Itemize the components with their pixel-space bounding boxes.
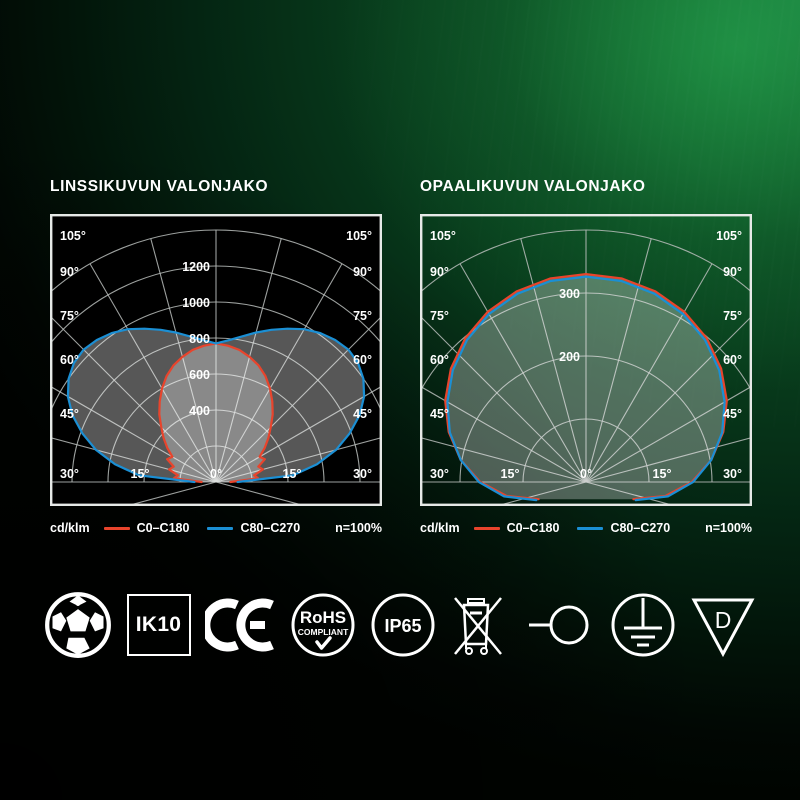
svg-text:45°: 45° bbox=[353, 407, 372, 421]
chart2-polar-plot: 200 300 105° 105° 90° 90° 75° 75° 60° 60° 45° 45° 30… bbox=[420, 214, 752, 506]
ik10-icon: IK10 bbox=[126, 590, 191, 660]
svg-text:90°: 90° bbox=[430, 265, 449, 279]
svg-text:15°: 15° bbox=[501, 467, 520, 481]
svg-text:105°: 105° bbox=[716, 229, 742, 243]
legend-label-c80-c270: C80–C270 bbox=[240, 521, 301, 535]
svg-text:60°: 60° bbox=[430, 353, 449, 367]
svg-text:IP65: IP65 bbox=[384, 616, 421, 636]
svg-text:45°: 45° bbox=[430, 407, 449, 421]
through-wiring-icon bbox=[525, 590, 595, 660]
svg-text:30°: 30° bbox=[353, 467, 372, 481]
svg-text:45°: 45° bbox=[723, 407, 742, 421]
svg-text:COMPLIANT: COMPLIANT bbox=[297, 627, 348, 637]
rohs-compliant-icon: RoHS COMPLIANT bbox=[290, 590, 356, 660]
d-mark-icon: D bbox=[690, 590, 756, 660]
svg-text:60°: 60° bbox=[60, 353, 79, 367]
svg-text:105°: 105° bbox=[60, 229, 86, 243]
chart1-svg: 400 600 800 1000 1200 105° 105° 90° 90° 75° 75° 60°… bbox=[50, 214, 382, 506]
svg-text:1200: 1200 bbox=[182, 260, 210, 274]
legend-unit: cd/klm bbox=[50, 521, 90, 535]
legend-label-c0-c180: C0–C180 bbox=[506, 521, 560, 535]
svg-text:400: 400 bbox=[189, 404, 210, 418]
ip65-icon: IP65 bbox=[370, 590, 436, 660]
svg-text:15°: 15° bbox=[653, 467, 672, 481]
svg-text:105°: 105° bbox=[430, 229, 456, 243]
svg-text:75°: 75° bbox=[60, 309, 79, 323]
svg-text:60°: 60° bbox=[723, 353, 742, 367]
svg-text:105°: 105° bbox=[346, 229, 372, 243]
legend-normalization: n=100% bbox=[705, 521, 752, 535]
legend-label-c80-c270: C80–C270 bbox=[610, 521, 671, 535]
svg-text:0°: 0° bbox=[580, 467, 592, 481]
legend-item-c80-c270: C80–C270 bbox=[207, 521, 300, 535]
legend-item-c80-c270: C80–C270 bbox=[577, 521, 670, 535]
legend-normalization: n=100% bbox=[335, 521, 382, 535]
svg-text:30°: 30° bbox=[430, 467, 449, 481]
legend-item-c0-c180: C0–C180 bbox=[103, 521, 190, 535]
chart1-polar-plot: 400 600 800 1000 1200 105° 105° 90° 90° 75° 75° 60°… bbox=[50, 214, 382, 506]
legend-unit: cd/klm bbox=[420, 521, 460, 535]
svg-text:90°: 90° bbox=[723, 265, 742, 279]
svg-text:30°: 30° bbox=[723, 467, 742, 481]
certification-icon-row: IK10 RoHS COMPLIANT IP65 bbox=[44, 586, 756, 664]
legend-swatch-red bbox=[473, 526, 500, 530]
svg-text:75°: 75° bbox=[353, 309, 372, 323]
svg-text:0°: 0° bbox=[210, 467, 222, 481]
legend-item-c0-c180: C0–C180 bbox=[473, 521, 560, 535]
svg-text:15°: 15° bbox=[283, 467, 302, 481]
legend-label-c0-c180: C0–C180 bbox=[136, 521, 190, 535]
svg-text:1000: 1000 bbox=[182, 296, 210, 310]
svg-text:15°: 15° bbox=[131, 467, 150, 481]
svg-text:D: D bbox=[715, 607, 732, 633]
chart2-title: OPAALIKUVUN VALONJAKO bbox=[420, 178, 646, 195]
legend-swatch-red bbox=[103, 526, 130, 530]
svg-text:800: 800 bbox=[189, 332, 210, 346]
chart2-svg: 200 300 105° 105° 90° 90° 75° 75° 60° 60° 45° 45° 30… bbox=[420, 214, 752, 506]
protective-earth-icon bbox=[610, 590, 676, 660]
ik10-label: IK10 bbox=[135, 613, 182, 636]
svg-text:200: 200 bbox=[559, 350, 580, 364]
ce-mark-icon bbox=[205, 590, 275, 660]
svg-text:45°: 45° bbox=[60, 407, 79, 421]
legend-swatch-blue bbox=[577, 526, 604, 530]
legend-swatch-blue bbox=[207, 526, 234, 530]
svg-text:30°: 30° bbox=[60, 467, 79, 481]
svg-text:90°: 90° bbox=[60, 265, 79, 279]
svg-text:75°: 75° bbox=[430, 309, 449, 323]
svg-text:90°: 90° bbox=[353, 265, 372, 279]
svg-text:RoHS: RoHS bbox=[299, 608, 345, 627]
svg-text:300: 300 bbox=[559, 287, 580, 301]
svg-text:600: 600 bbox=[189, 368, 210, 382]
chart1-title: LINSSIKUVUN VALONJAKO bbox=[50, 178, 269, 195]
ball-proof-icon bbox=[44, 590, 112, 660]
weee-crossed-bin-icon bbox=[451, 590, 511, 660]
chart2-legend: cd/klm C0–C180 C80–C270 n=100% bbox=[420, 518, 752, 538]
svg-text:75°: 75° bbox=[723, 309, 742, 323]
chart1-legend: cd/klm C0–C180 C80–C270 n=100% bbox=[50, 518, 382, 538]
svg-text:60°: 60° bbox=[353, 353, 372, 367]
